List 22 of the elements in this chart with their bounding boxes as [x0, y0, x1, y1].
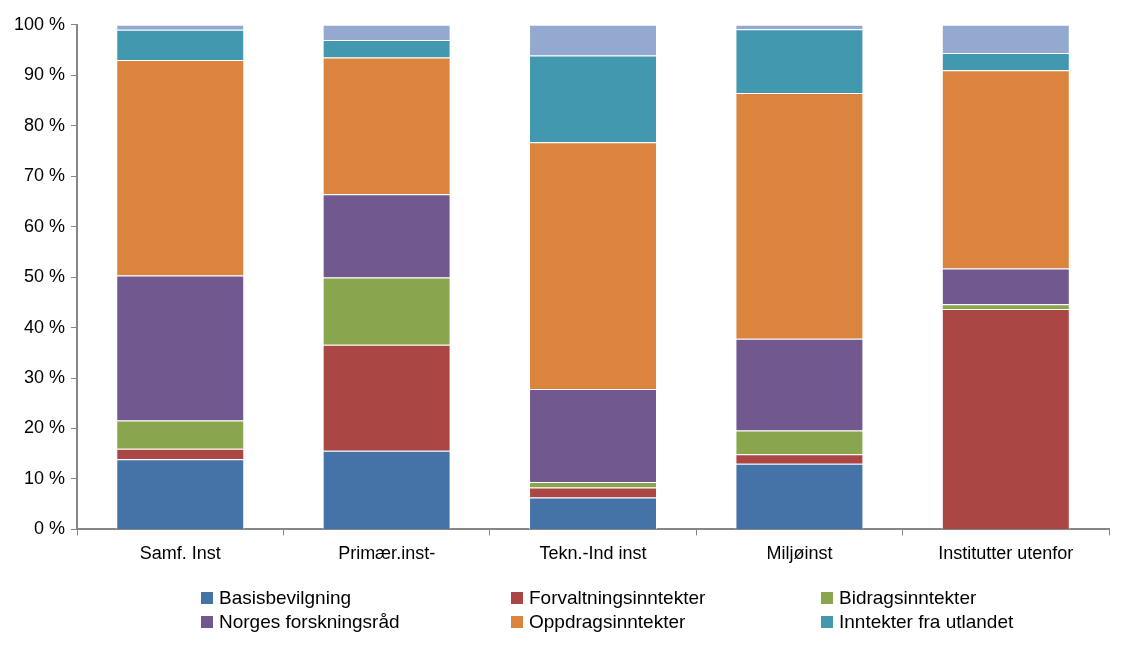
x-tick-label: Samf. Inst	[139, 543, 221, 564]
y-tick-label: 70 %	[24, 165, 66, 186]
y-tick-label: 60 %	[24, 215, 66, 236]
legend-label: Bidragsinntekter	[839, 587, 977, 609]
y-tick-label: 90 %	[24, 64, 66, 85]
y-tick-label: 10 %	[24, 467, 66, 488]
legend-label: Forvaltningsinntekter	[529, 587, 706, 609]
y-tick-label: 50 %	[24, 266, 66, 287]
legend-label: Norges forskningsråd	[219, 611, 400, 633]
x-tick-label: Tekn.-Ind inst	[539, 543, 647, 564]
y-tick-label: 40 %	[24, 316, 66, 337]
x-tick-label: Primær.inst-	[338, 543, 436, 564]
y-tick-label: 0 %	[34, 518, 66, 539]
legend-label: Inntekter fra utlandet	[839, 611, 1014, 633]
y-tick-label: 20 %	[24, 417, 66, 438]
legend-label: Oppdragsinntekter	[529, 611, 686, 633]
y-tick-label: 100 %	[13, 13, 66, 34]
x-tick-label: Institutter utenfor	[938, 543, 1074, 564]
y-tick-label: 30 %	[24, 366, 66, 387]
y-tick-label: 80 %	[24, 114, 66, 135]
x-tick-label: Miljøinst	[766, 543, 833, 564]
legend-label: Basisbevilgning	[219, 587, 352, 609]
